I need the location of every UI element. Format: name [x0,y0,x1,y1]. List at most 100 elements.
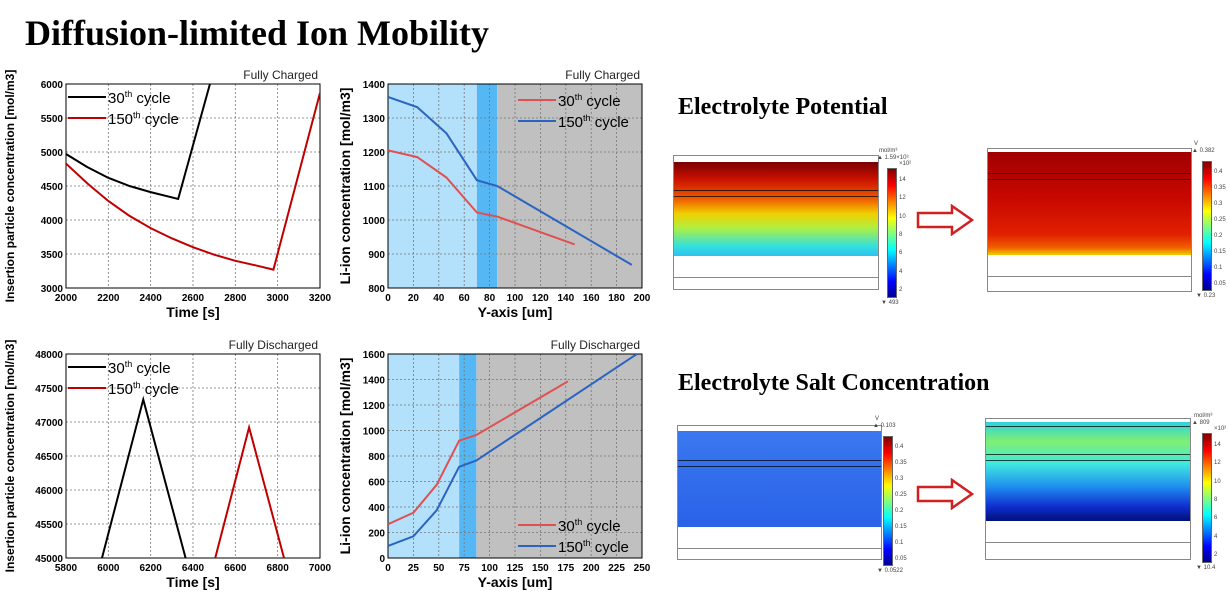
series-line [388,354,638,547]
y-tick-label: 800 [368,452,385,463]
layer-boundary [988,178,1191,180]
layer-boundary [674,190,878,192]
x-tick-label: 7000 [309,563,332,574]
y-tick-label: 6000 [41,80,64,91]
legend-label: 30th cycle [558,517,621,535]
x-tick-label: 2000 [55,293,78,304]
colorbar-max: ▲ 809 [1192,420,1210,426]
colorbar-tick: 8 [899,232,903,238]
chart-3: 5800 6000 6200 6400 6600 6800 7000 45000 45500 46… [3,338,332,590]
y-axis-label: Li-ion concentration [mol/m3] [337,88,353,285]
chart-annotation: Fully Discharged [229,338,318,352]
colorbar-tick: 0.25 [895,492,907,498]
colormap-field [678,431,881,527]
colorbar-tick: 0.4 [895,444,904,450]
simulation-image [673,155,879,290]
x-tick-label: 120 [532,293,549,304]
colorbar-unit: V [1194,141,1199,147]
colormap-field [986,422,1190,521]
colorbar-min: ▼ 10.4 [1196,565,1216,571]
legend-label: 150th cycle [558,113,629,131]
x-axis-label: Time [s] [166,574,219,590]
x-axis-label: Y-axis [um] [478,574,553,590]
current-collector-line [674,277,878,278]
y-tick-label: 46500 [35,452,63,463]
region-band [476,84,498,288]
colorbar-tick: 0.1 [895,540,904,546]
x-tick-label: 2200 [97,293,120,304]
y-tick-label: 45500 [35,520,63,531]
colorbar-tick: 10 [1214,478,1221,485]
colorbar-tick: 8 [1214,497,1218,503]
x-tick-label: 160 [583,293,600,304]
simulation-image [985,418,1191,560]
colorbar [1202,433,1212,563]
x-tick-label: 6600 [224,563,247,574]
right-arrow-icon [916,204,975,236]
legend-label: 30th cycle [108,89,171,107]
chart-annotation: Fully Charged [243,68,318,82]
legend-label: 150th cycle [108,380,179,398]
y-axis-label: Insertion particle concentration [mol/m3… [3,340,17,573]
series-line [66,84,211,201]
x-tick-label: 6800 [267,563,290,574]
y-tick-label: 4500 [41,182,64,193]
series-line [388,149,576,246]
colorbar-tick: 0.15 [895,524,907,530]
colorbar-tick: 2 [1214,551,1218,558]
potential-heading: Electrolyte Potential [678,94,888,120]
x-tick-label: 180 [608,293,625,304]
y-tick-label: 1400 [363,80,386,91]
y-tick-label: 1600 [363,350,386,361]
colorbar-tick: 0.15 [1214,249,1226,255]
x-tick-label: 0 [385,293,391,304]
y-tick-label: 0 [379,554,385,565]
y-tick-label: 200 [368,529,385,540]
x-tick-label: 50 [433,563,445,574]
y-tick-label: 47500 [35,384,63,395]
layer-boundary [678,459,881,461]
legend-label: 30th cycle [108,359,171,377]
current-collector-line [986,542,1190,543]
colorbar [887,168,897,298]
colorbar-tick: 0.1 [1214,265,1223,271]
colorbar-tick: 6 [899,250,903,257]
legend-label: 150th cycle [558,538,629,556]
legend-label: 150th cycle [108,110,179,128]
colorbar-tick: 10 [899,213,906,220]
y-tick-label: 1200 [363,401,386,412]
colorbar-tick: 0.3 [1214,201,1223,207]
y-tick-label: 3500 [41,250,64,261]
plot-frame [65,83,321,289]
y-tick-label: 1400 [363,376,386,387]
plot-frame [65,353,321,559]
colorbar-max: ▲ 0.382 [1192,148,1215,154]
colorbar-tick: 0.35 [1214,185,1226,191]
chart-annotation: Fully Charged [565,68,640,82]
colorbar-unit: V [875,416,880,422]
x-axis-label: Time [s] [166,304,219,320]
colorbar-tick: 0.05 [895,556,907,562]
salt-heading: Electrolyte Salt Concentration [678,370,990,396]
colorbar-min: ▼ 0.23 [1196,293,1216,299]
x-tick-label: 60 [459,293,471,304]
chart-annotation: Fully Discharged [551,338,640,352]
slide-title: Diffusion-limited Ion Mobility [25,13,490,53]
colorbar-tick: 0.05 [1214,281,1226,287]
y-tick-label: 800 [368,284,385,295]
x-tick-label: 40 [433,293,445,304]
x-tick-label: 6200 [140,563,163,574]
charts: 2000 2200 2400 2600 2800 3000 3200300035004000… [3,68,651,590]
colorbar-max: ▲ 0.103 [873,423,896,429]
plot-frame [387,353,643,559]
chart-1: 2000 2200 2400 2600 2800 3000 3200 3000 3500 4000… [3,68,332,320]
colorbar-tick: 4 [1214,533,1218,540]
colorbar-tick: 0.2 [895,508,904,514]
x-tick-label: 75 [459,563,471,574]
colorbar-unit: mol/m³ [1194,413,1213,419]
layer-boundary [988,172,1191,174]
y-tick-label: 400 [368,503,385,514]
y-tick-label: 1300 [363,114,386,125]
layer-boundary [986,459,1190,461]
colorbar-tick: 0.25 [1214,217,1226,223]
